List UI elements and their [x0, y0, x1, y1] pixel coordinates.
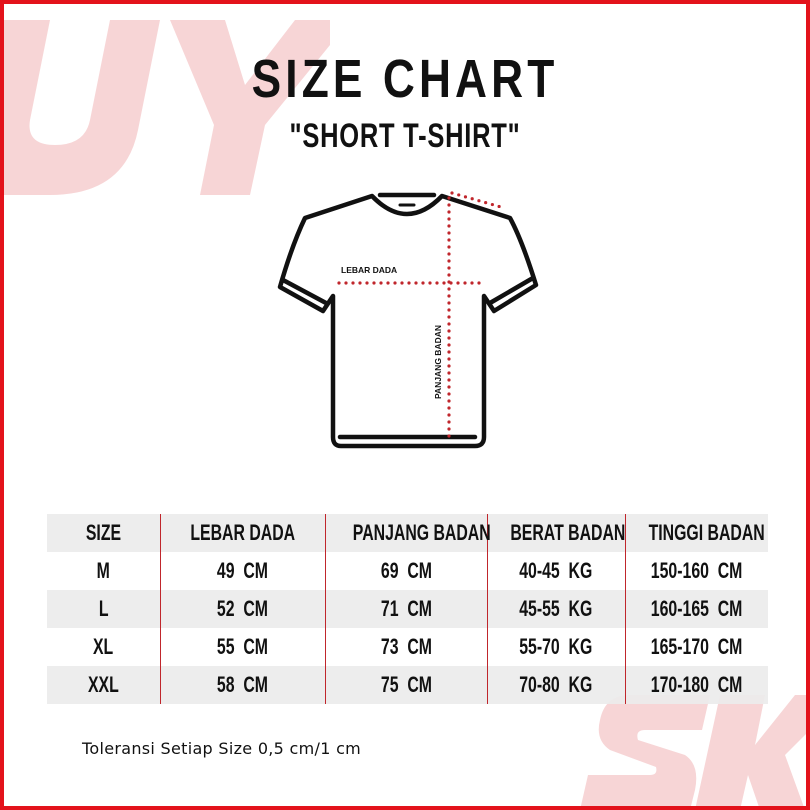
size-cell: M [96, 558, 110, 583]
weight-cell: 55-70 KG [486, 628, 625, 666]
length-cell: 69 CM [324, 552, 487, 590]
length-label: PANJANG BADAN [433, 325, 443, 399]
length-cell: 71 CM [324, 590, 487, 628]
page-subtitle: "SHORT T-SHIRT" [289, 117, 521, 155]
height-cell: 160-165 CM [624, 590, 768, 628]
tshirt-diagram: LEBAR DADA PANJANG BADAN [277, 191, 539, 449]
table-row: XL 55 CM 73 CM 55-70 KG 165-170 CM [47, 628, 768, 666]
chest-cell: 58 CM [159, 666, 325, 704]
table-row: M 49 CM 69 CM 40-45 KG 150-160 CM [47, 552, 768, 590]
size-cell: L [98, 596, 109, 621]
weight-cell: 45-55 KG [486, 590, 625, 628]
length-cell: 75 CM [324, 666, 487, 704]
header-cell: BERAT BADAN [486, 514, 625, 552]
measure-lines [337, 191, 503, 442]
shoulder-measure-line [450, 191, 503, 209]
header-cell: TINGGI BADAN [624, 514, 768, 552]
length-cell: 73 CM [324, 628, 487, 666]
chest-cell: 52 CM [159, 590, 325, 628]
chest-cell: 49 CM [159, 552, 325, 590]
chest-label: LEBAR DADA [341, 265, 397, 275]
page-title: SIZE CHART [251, 49, 559, 109]
height-cell: 165-170 CM [624, 628, 768, 666]
weight-cell: 70-80 KG [486, 666, 625, 704]
weight-cell: 40-45 KG [486, 552, 625, 590]
tolerance-note: Toleransi Setiap Size 0,5 cm/1 cm [82, 739, 362, 758]
size-cell: XXL [87, 672, 119, 697]
tshirt-outline-icon [277, 192, 539, 449]
watermark-logo-right [580, 695, 810, 810]
table-row: L 52 CM 71 CM 45-55 KG 160-165 CM [47, 590, 768, 628]
header-cell: PANJANG BADAN [324, 514, 490, 552]
size-cell: XL [93, 634, 114, 659]
height-cell: 170-180 CM [624, 666, 768, 704]
header-cell: LEBAR DADA [159, 514, 325, 552]
table-row: XXL 58 CM 75 CM 70-80 KG 170-180 CM [47, 666, 768, 704]
header-cell: SIZE [85, 520, 121, 545]
watermark-logo-left [0, 20, 330, 195]
height-cell: 150-160 CM [624, 552, 768, 590]
size-table: SIZE LEBAR DADA PANJANG BADAN BERAT BADA… [47, 514, 768, 704]
chest-cell: 55 CM [159, 628, 325, 666]
table-header-row: SIZE LEBAR DADA PANJANG BADAN BERAT BADA… [47, 514, 768, 552]
